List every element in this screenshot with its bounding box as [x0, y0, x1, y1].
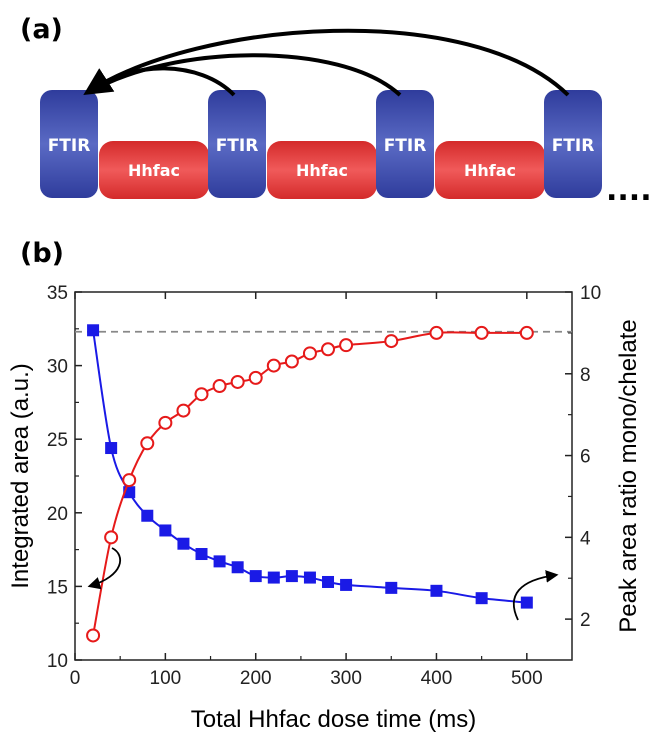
- y-right-tick-label: 6: [580, 447, 591, 468]
- data-point-circle: [176, 403, 191, 418]
- feedback-arrow-short: [90, 66, 236, 97]
- y-right-tick-label: 10: [580, 283, 601, 304]
- curved-arrow-left: [87, 547, 121, 590]
- data-point-circle: [194, 387, 209, 402]
- chart: 0 100 200 300 400 500 10 15 20 25 30 35 2 4 6 8 10 Total …: [7, 283, 642, 733]
- x-tick-label: 200: [240, 668, 272, 689]
- data-point-square: [177, 537, 190, 550]
- hhfac-block-label: Hhfac: [296, 161, 348, 180]
- x-tick-label: 500: [511, 668, 543, 689]
- y-left-tick-label: 10: [47, 651, 68, 672]
- panel-b-label: (b): [20, 238, 64, 269]
- data-point-circle: [140, 436, 155, 451]
- data-point-square: [87, 324, 100, 337]
- data-point-circle: [104, 530, 119, 545]
- feedback-arrow-mid: [88, 53, 402, 97]
- data-point-square: [385, 581, 398, 594]
- hhfac-block: [435, 141, 545, 199]
- data-point-square: [267, 571, 280, 584]
- data-point-circle: [158, 415, 173, 430]
- x-tick-label: 400: [421, 668, 453, 689]
- data-point-circle: [212, 379, 227, 394]
- y-left-axis-title: Integrated area (a.u.): [7, 363, 34, 588]
- data-point-square: [213, 555, 226, 568]
- y-left-tick-label: 20: [47, 504, 68, 525]
- y-left-tick-label: 35: [47, 283, 68, 304]
- x-axis-title: Total Hhfac dose time (ms): [191, 706, 476, 733]
- data-point-square: [249, 570, 262, 583]
- series-line-left: [92, 330, 527, 604]
- sequence-blocks: FTIR Hhfac FTIR Hhfac FTIR Hhfac FTIR: [40, 90, 602, 199]
- y-left-tick-label: 15: [47, 577, 68, 598]
- panel-b: (b) 0 100 200 300 400 500 10 15 20 25 30 35 2 4 6 8 10 To…: [7, 238, 642, 733]
- ftir-block: [208, 90, 266, 198]
- y-left-tick-label: 25: [47, 430, 68, 451]
- panel-a: (a) FTIR Hhfac FTIR Hhfac FTIR Hhfac FTIR ....: [20, 14, 652, 208]
- data-point-square: [195, 548, 208, 561]
- data-point-circle: [321, 342, 336, 357]
- data-point-circle: [86, 628, 101, 643]
- data-point-circle: [230, 374, 245, 389]
- data-point-circle: [248, 370, 263, 385]
- series-line-right: [92, 331, 527, 636]
- ftir-block: [40, 90, 98, 198]
- data-point-square: [105, 442, 118, 455]
- hhfac-block: [267, 141, 377, 199]
- ftir-block-label: FTIR: [552, 136, 595, 156]
- feedback-arrow-long: [83, 28, 570, 97]
- x-tick-label: 0: [70, 668, 81, 689]
- y-left-tick-label: 30: [47, 357, 68, 378]
- data-point-square: [303, 571, 316, 584]
- ftir-block: [376, 90, 434, 198]
- data-point-circle: [519, 325, 534, 340]
- y-right-tick-label: 8: [580, 365, 591, 386]
- data-point-square: [340, 578, 353, 591]
- data-point-circle: [284, 354, 299, 369]
- data-point-square: [520, 596, 533, 609]
- data-point-square: [285, 570, 298, 583]
- ellipsis: ....: [606, 173, 652, 208]
- x-tick-label: 100: [150, 668, 182, 689]
- data-point-circle: [474, 325, 489, 340]
- data-point-square: [475, 592, 488, 605]
- data-point-square: [430, 584, 443, 597]
- x-tick-label: 300: [330, 668, 362, 689]
- data-point-circle: [384, 334, 399, 349]
- data-point-circle: [122, 473, 137, 488]
- data-point-square: [231, 561, 244, 574]
- data-point-circle: [339, 338, 354, 353]
- curved-arrow-right: [512, 570, 559, 621]
- ftir-block-label: FTIR: [48, 136, 91, 156]
- panel-a-label: (a): [20, 14, 63, 45]
- data-point-square: [322, 575, 335, 588]
- y-right-tick-label: 2: [580, 610, 591, 631]
- y-right-tick-label: 4: [580, 528, 591, 549]
- data-point-square: [141, 509, 154, 522]
- ftir-block: [544, 90, 602, 198]
- data-point-square: [159, 524, 172, 537]
- y-right-axis-title: Peak area ratio mono/chelate: [615, 319, 642, 633]
- hhfac-block: [99, 141, 209, 199]
- hhfac-block-label: Hhfac: [464, 161, 516, 180]
- ftir-block-label: FTIR: [216, 136, 259, 156]
- data-point-circle: [302, 346, 317, 361]
- ftir-block-label: FTIR: [384, 136, 427, 156]
- data-point-circle: [266, 358, 281, 373]
- data-point-circle: [429, 325, 444, 340]
- hhfac-block-label: Hhfac: [128, 161, 180, 180]
